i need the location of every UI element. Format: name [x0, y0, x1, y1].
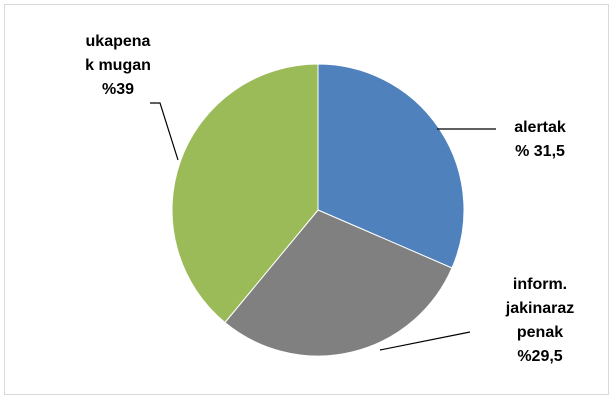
slice-label: jakinaraz [505, 300, 574, 317]
pie-slice [171, 63, 319, 324]
pie-slice [224, 209, 453, 357]
slice-label: penak [517, 324, 563, 341]
slice-label: alertak [514, 119, 566, 136]
value-label: %29,5 [517, 348, 562, 365]
value-label: % 31,5 [515, 143, 565, 160]
slice-label: ukapena [86, 33, 151, 50]
pie-slice [317, 63, 465, 269]
leader-line [379, 331, 471, 351]
leader-line [150, 102, 179, 161]
value-label: %39 [102, 81, 134, 98]
slice-label: inform. [513, 276, 567, 293]
slice-label: k mugan [85, 57, 151, 74]
